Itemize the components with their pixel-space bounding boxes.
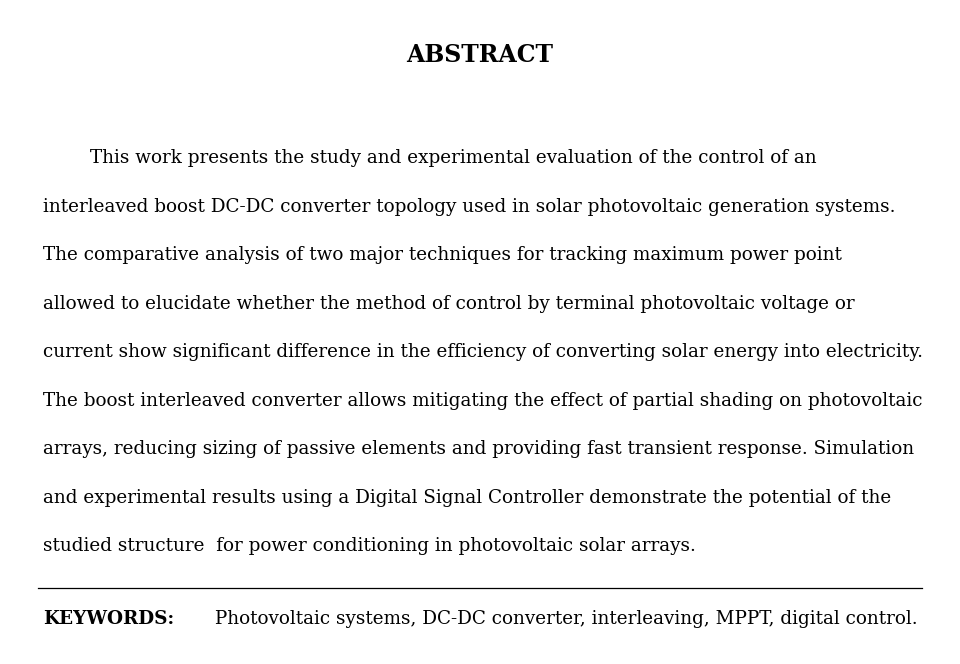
Text: Photovoltaic systems, DC-DC converter, interleaving, MPPT, digital control.: Photovoltaic systems, DC-DC converter, i…	[209, 610, 918, 627]
Text: current show significant difference in the efficiency of converting solar energy: current show significant difference in t…	[43, 343, 924, 361]
Text: The boost interleaved converter allows mitigating the effect of partial shading : The boost interleaved converter allows m…	[43, 392, 923, 410]
Text: interleaved boost DC-DC converter topology used in solar photovoltaic generation: interleaved boost DC-DC converter topolo…	[43, 198, 896, 216]
Text: ABSTRACT: ABSTRACT	[406, 43, 554, 67]
Text: KEYWORDS:: KEYWORDS:	[43, 610, 175, 627]
Text: This work presents the study and experimental evaluation of the control of an: This work presents the study and experim…	[43, 149, 817, 167]
Text: and experimental results using a Digital Signal Controller demonstrate the poten: and experimental results using a Digital…	[43, 489, 892, 507]
Text: allowed to elucidate whether the method of control by terminal photovoltaic volt: allowed to elucidate whether the method …	[43, 295, 854, 313]
Text: The comparative analysis of two major techniques for tracking maximum power poin: The comparative analysis of two major te…	[43, 246, 842, 264]
Text: arrays, reducing sizing of passive elements and providing fast transient respons: arrays, reducing sizing of passive eleme…	[43, 440, 914, 458]
Text: studied structure  for power conditioning in photovoltaic solar arrays.: studied structure for power conditioning…	[43, 537, 696, 555]
